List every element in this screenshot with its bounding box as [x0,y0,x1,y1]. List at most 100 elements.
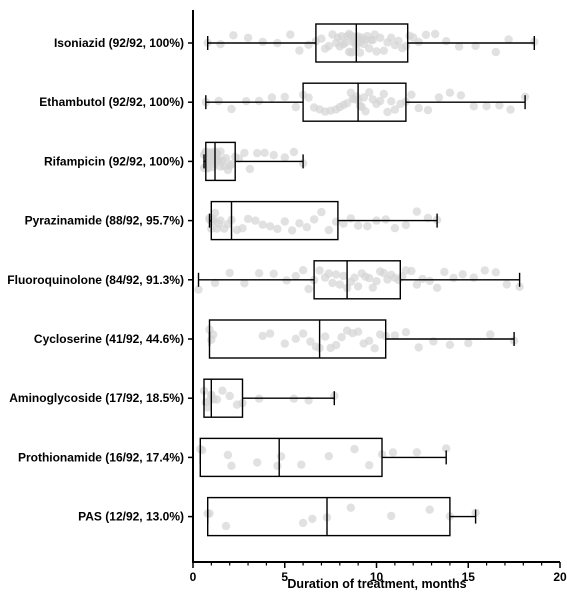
data-point [242,97,251,106]
data-point [442,444,451,453]
data-point [337,333,346,342]
data-point [353,327,363,336]
data-point [324,41,333,51]
category-label: Pyrazinamide (88/92, 95.7%) [25,214,184,228]
data-point [381,215,390,224]
box-iqr [199,437,383,478]
data-point [469,273,478,282]
data-point [401,220,411,230]
box-iqr [210,200,339,241]
data-point [387,511,396,521]
data-point [221,521,231,531]
data-point [243,214,253,224]
data-point [350,444,359,454]
data-point [331,217,341,226]
data-point [370,344,379,353]
box-iqr [203,378,244,418]
data-point [390,331,400,340]
box-3 [203,141,304,182]
box-6 [208,319,515,359]
data-point [280,217,289,226]
data-point [434,93,444,102]
data-point [194,285,203,294]
data-point [269,269,278,278]
data-point [227,461,236,470]
box-iqr [205,141,236,182]
data-point [407,90,416,99]
data-point [504,35,513,44]
data-point [506,105,515,114]
data-point [214,96,223,106]
box-iqr [302,82,407,122]
data-point [379,268,388,278]
data-point [287,226,297,235]
data-point [469,102,478,111]
data-point [280,153,289,162]
data-point [273,461,282,471]
data-point [240,279,249,288]
data-point [346,214,355,223]
category-label: Isoniazid (92/92, 100%) [54,36,184,50]
data-point [308,514,317,524]
data-point [273,224,282,234]
data-point [445,88,455,97]
data-point [265,329,275,338]
data-point [304,40,313,49]
x-axis-title: Duration of treatment, months [287,577,466,591]
data-point [412,448,422,457]
boxes-layer [197,23,535,537]
data-point [442,37,451,46]
data-point [423,105,433,115]
data-point [258,331,267,341]
data-point [491,47,500,57]
box-2 [205,82,526,122]
data-point [276,452,286,461]
data-point [243,33,253,43]
data-point [383,107,392,117]
data-point [365,44,374,53]
data-point [458,270,467,279]
data-point [225,268,234,278]
box-4 [208,200,438,241]
data-point [414,37,423,47]
box-iqr [208,319,387,359]
data-point [339,271,348,281]
data-point [365,461,374,470]
data-point [495,101,504,110]
category-label: Rifampicin (92/92, 100%) [44,154,184,168]
data-point [298,266,308,275]
data-point [240,148,249,158]
data-point [265,222,275,231]
category-label: Prothionamide (16/92, 17.4%) [18,450,184,464]
data-point [353,221,363,230]
data-point [361,107,370,116]
data-point [454,42,464,51]
data-point [304,284,313,294]
data-point [225,391,234,401]
data-point [464,339,473,348]
data-point [254,269,264,278]
data-point [280,339,289,348]
data-point [306,337,315,346]
data-point [328,278,337,288]
data-point [253,148,262,158]
data-point [317,34,326,43]
data-point [350,273,359,282]
data-point [267,93,277,102]
x-tick-label: 5 [281,570,288,584]
data-point [304,396,313,405]
data-point [298,329,308,338]
data-point [471,41,480,51]
data-point [412,280,422,289]
x-tick-label: 15 [462,570,476,584]
data-point [359,93,368,102]
data-point [390,224,400,233]
data-point [418,274,427,284]
data-point [289,147,299,157]
data-point [203,403,212,412]
data-point [223,450,233,460]
data-point [198,446,207,455]
data-point [342,99,352,108]
data-point [324,225,333,235]
